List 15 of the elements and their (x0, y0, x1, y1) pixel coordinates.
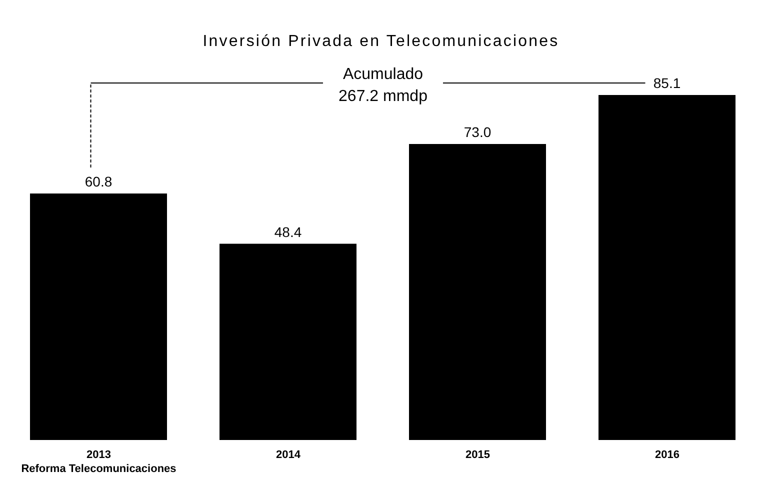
data-label: 48.4 (274, 224, 302, 240)
chart-title: Inversión Privada en Telecomunicaciones (202, 33, 560, 51)
bar (598, 95, 736, 440)
x-tick-label: 2013 (86, 448, 111, 461)
bar (409, 144, 546, 440)
data-label: 60.8 (84, 174, 112, 190)
data-label: 73.0 (464, 124, 492, 140)
x-tick-label: 2015 (466, 448, 490, 461)
bar (30, 194, 167, 440)
x-tick-label: 2014 (276, 448, 302, 461)
text: Reforma Telecomunicaciones (20, 463, 178, 475)
annotation: Acumulado 267.2 mmdp (338, 65, 428, 107)
bar (220, 244, 356, 440)
data-label: 85.1 (653, 75, 681, 91)
x-tick-label: 2016 (655, 448, 680, 461)
